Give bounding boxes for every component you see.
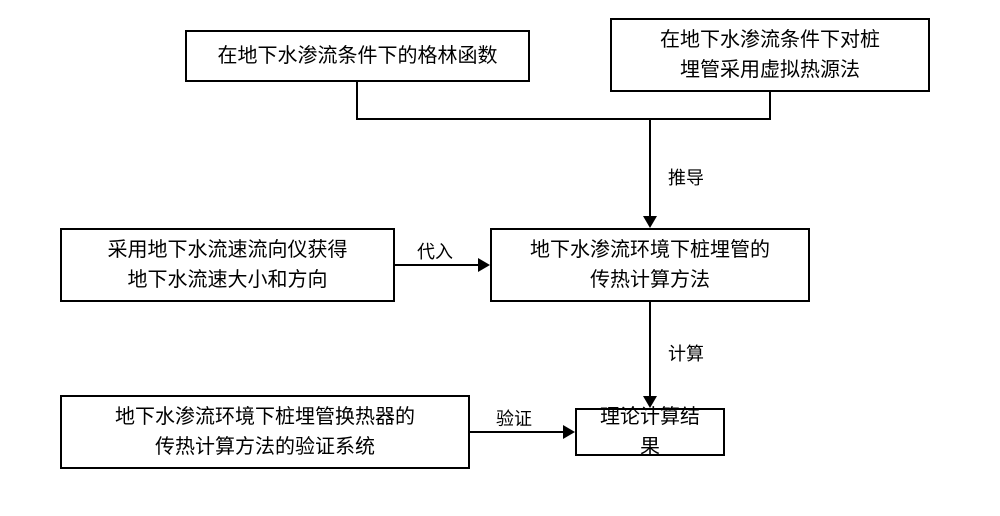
- edge-substitute-segment: [395, 264, 478, 266]
- node-text: 采用地下水流速流向仪获得地下水流速大小和方向: [108, 235, 348, 295]
- edge-verify-segment: [470, 431, 563, 433]
- node-green-function: 在地下水渗流条件下的格林函数: [185, 30, 530, 82]
- edge-substitute-label: 代入: [415, 238, 455, 264]
- edge-derive-segment: [356, 82, 358, 118]
- edge-derive-segment: [769, 92, 771, 118]
- edge-derive-segment: [356, 118, 771, 120]
- node-text: 地下水渗流环境下桩埋管的传热计算方法: [530, 235, 770, 295]
- edge-derive-label: 推导: [666, 164, 706, 190]
- edge-compute-segment: [649, 302, 651, 396]
- node-text: 地下水渗流环境下桩埋管换热器的传热计算方法的验证系统: [115, 402, 415, 462]
- arrow-derive-icon: [643, 216, 657, 228]
- edge-compute-label: 计算: [666, 340, 706, 366]
- node-text: 理论计算结果: [591, 402, 709, 462]
- node-flow-meter: 采用地下水流速流向仪获得地下水流速大小和方向: [60, 228, 395, 302]
- edge-derive-segment: [649, 118, 651, 216]
- node-virtual-heat-source: 在地下水渗流条件下对桩埋管采用虚拟热源法: [610, 18, 930, 92]
- node-verification-system: 地下水渗流环境下桩埋管换热器的传热计算方法的验证系统: [60, 395, 470, 469]
- edge-verify-label: 验证: [494, 405, 534, 431]
- node-heat-calc-method: 地下水渗流环境下桩埋管的传热计算方法: [490, 228, 810, 302]
- node-text: 在地下水渗流条件下对桩埋管采用虚拟热源法: [660, 25, 880, 85]
- node-theory-result: 理论计算结果: [575, 408, 725, 456]
- arrow-compute-icon: [643, 396, 657, 408]
- node-text: 在地下水渗流条件下的格林函数: [218, 41, 498, 71]
- arrow-verify-icon: [563, 425, 575, 439]
- arrow-substitute-icon: [478, 258, 490, 272]
